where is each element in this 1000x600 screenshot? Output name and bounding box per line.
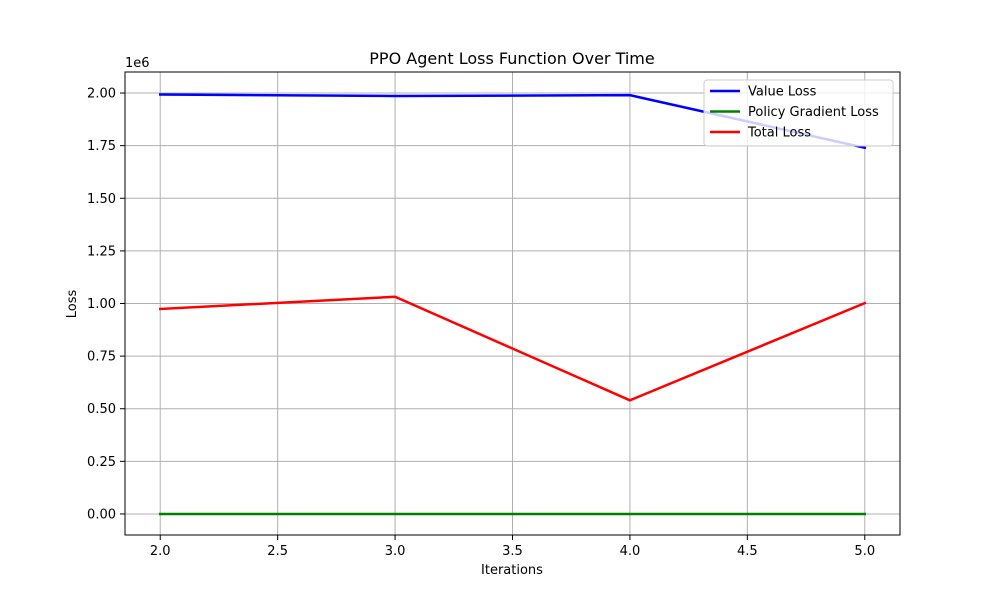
chart-title: PPO Agent Loss Function Over Time: [369, 49, 654, 68]
x-tick-label: 4.5: [737, 544, 758, 559]
y-tick-label: 0.00: [87, 507, 116, 522]
y-tick-label: 0.25: [87, 455, 116, 470]
y-tick-label: 1.00: [87, 297, 116, 312]
legend-label: Policy Gradient Loss: [748, 105, 879, 120]
y-tick-label: 1.75: [87, 139, 116, 154]
series-line-total-loss: [158, 295, 867, 402]
x-tick-label: 3.5: [502, 544, 523, 559]
x-axis-label: Iterations: [481, 563, 543, 578]
y-tick-label: 0.75: [87, 350, 116, 365]
x-axis-ticks: 2.0 2.5 3.0 3.5 4.0 4.5 5.0: [150, 535, 875, 559]
legend-label: Total Loss: [747, 126, 811, 141]
y-offset-text: 1e6: [125, 56, 150, 71]
x-tick-label: 5.0: [854, 544, 875, 559]
y-axis-ticks: 0.00 0.25 0.50 0.75 1.00 1.25 1.50 1.75 2.00: [87, 87, 125, 522]
x-tick-label: 2.0: [150, 544, 171, 559]
legend-label: Value Loss: [748, 85, 817, 100]
x-tick-label: 2.5: [267, 544, 288, 559]
y-axis-label: Loss: [65, 290, 80, 319]
y-tick-label: 1.50: [87, 192, 116, 207]
y-tick-label: 1.25: [87, 244, 116, 259]
x-tick-label: 4.0: [620, 544, 641, 559]
legend: Value Loss Policy Gradient Loss Total Loss: [703, 79, 894, 147]
y-tick-label: 2.00: [87, 87, 116, 102]
legend-box: [703, 79, 894, 147]
x-tick-label: 3.0: [385, 544, 406, 559]
y-tick-label: 0.50: [87, 402, 116, 417]
